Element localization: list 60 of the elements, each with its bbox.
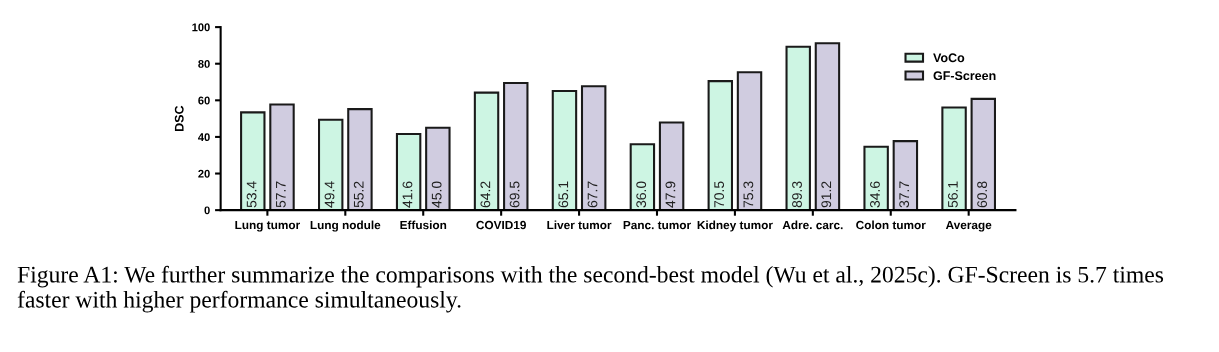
data-label: 34.6 (870, 181, 880, 208)
bar (941, 106, 967, 211)
legend-label: VoCo (933, 53, 965, 63)
bar (269, 103, 295, 211)
bar (580, 85, 607, 211)
data-label: 45.0 (431, 181, 442, 208)
bar (347, 108, 373, 211)
data-label: 64.2 (480, 181, 491, 208)
bar (785, 45, 811, 211)
data-label: 60.8 (977, 181, 988, 208)
bar (658, 121, 685, 211)
bar (707, 80, 734, 211)
bar (736, 71, 763, 211)
x-tick-label: Panc. tumor (623, 220, 691, 230)
x-tick-label: Adre. carc. (782, 220, 843, 230)
data-label: 75.3 (743, 181, 754, 208)
data-label: 47.9 (665, 181, 676, 208)
y-tick-label: 40 (198, 133, 210, 142)
x-tick-label: Liver tumor (547, 220, 612, 230)
data-label: 57.7 (276, 181, 286, 208)
bar (863, 145, 889, 211)
x-tick-label: Lung nodule (310, 220, 381, 232)
bar (551, 89, 578, 211)
x-tick-label: Effusion (400, 220, 447, 230)
data-label: 36.0 (636, 181, 647, 208)
bar (240, 111, 266, 211)
y-tick-label: 0 (204, 206, 210, 215)
bar (503, 81, 529, 211)
data-label: 89.3 (792, 181, 802, 208)
data-label: 49.4 (324, 181, 335, 208)
y-tick-label: 80 (198, 59, 210, 68)
y-tick-label: 20 (198, 169, 210, 178)
bar (395, 132, 422, 211)
data-label: 55.2 (353, 181, 364, 208)
data-label: 56.1 (947, 181, 958, 208)
data-label: 70.5 (714, 181, 725, 208)
x-tick-label: Colon tumor (856, 220, 926, 230)
data-label: 67.7 (587, 181, 598, 208)
bar (473, 91, 500, 211)
data-label: 69.5 (509, 181, 520, 208)
bar (317, 118, 344, 211)
x-tick-label: COVID19 (476, 220, 526, 230)
y-tick-label: 100 (192, 23, 210, 32)
data-label: 91.2 (821, 181, 832, 208)
bar (425, 126, 451, 211)
x-tick-label: Average (945, 220, 992, 232)
data-label: 53.4 (246, 181, 257, 208)
y-axis-title: DSC (174, 105, 184, 131)
y-tick-label: 60 (198, 96, 210, 105)
data-label: 41.6 (402, 181, 413, 208)
data-label: 37.7 (899, 181, 910, 208)
x-tick-label: Lung tumor (235, 220, 300, 232)
x-tick-label: Kidney tumor (697, 220, 773, 232)
bar (892, 140, 919, 211)
bar (970, 97, 997, 211)
bar (814, 42, 841, 211)
data-label: 65.1 (558, 181, 569, 208)
bar (629, 143, 656, 211)
caption: Figure A1: We further summarize the comparisons with the second-best model (Wu et al., 2025c). GF-Screen is 5.7 times faster with higher performance simultaneously. (17, 265, 1164, 313)
legend-label: GF-Screen (933, 71, 996, 81)
